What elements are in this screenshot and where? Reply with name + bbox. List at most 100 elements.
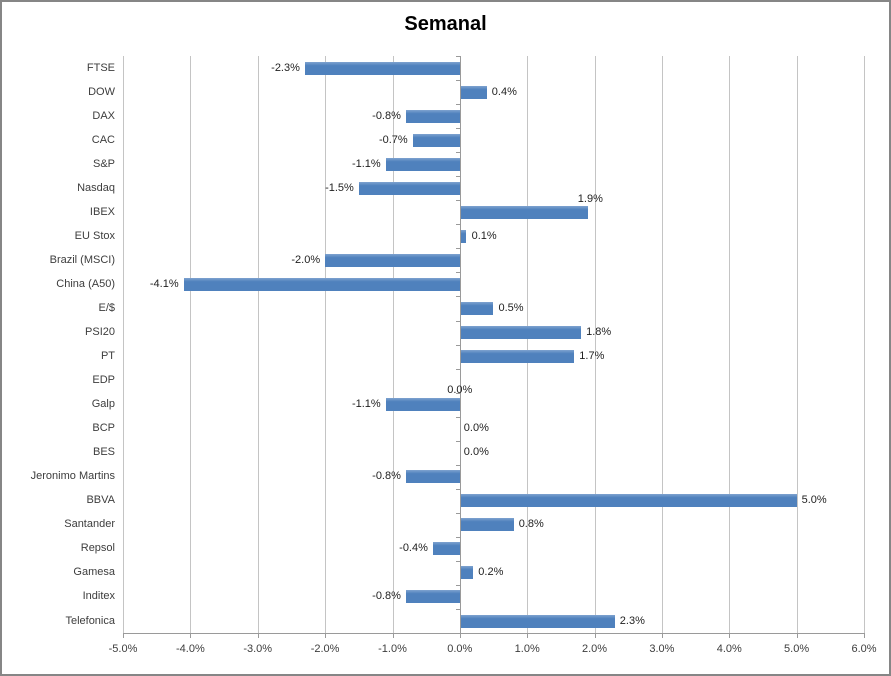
gridline (257, 56, 259, 633)
axis-tick (864, 633, 865, 638)
axis-tick (455, 128, 460, 130)
bar (405, 109, 460, 123)
axis-tick (455, 512, 460, 514)
value-label: -1.5% (325, 181, 354, 194)
axis-tick (455, 200, 460, 202)
bar (412, 133, 460, 147)
value-label: -2.3% (271, 61, 300, 74)
gridline (392, 56, 394, 633)
category-label: Inditex (82, 590, 115, 603)
axis-tick (325, 633, 327, 638)
value-label: 1.8% (586, 326, 612, 338)
category-axis-line (459, 56, 461, 633)
bar (460, 350, 575, 363)
axis-tick (594, 633, 596, 638)
x-axis-tick-label: 5.0% (784, 643, 810, 655)
value-label: -1.1% (351, 157, 381, 170)
axis-tick (455, 609, 460, 610)
axis-tick (455, 272, 460, 274)
value-label: 1.7% (579, 350, 605, 362)
axis-tick (455, 248, 460, 250)
value-label: -1.1% (351, 398, 381, 411)
axis-tick (455, 152, 460, 154)
category-label: EDP (92, 374, 115, 387)
axis-tick (455, 296, 460, 298)
x-axis-tick-label: 3.0% (649, 643, 675, 655)
x-axis-tick-label: -4.0% (176, 643, 205, 655)
x-axis-tick-label: 0.0% (447, 643, 473, 655)
axis-tick (190, 633, 192, 638)
value-label: 0.0% (463, 422, 489, 435)
axis-tick (455, 440, 460, 442)
x-axis-tick-label: -5.0% (108, 643, 138, 655)
category-label: FTSE (86, 61, 115, 74)
value-label: -2.0% (291, 253, 321, 266)
axis-tick (455, 344, 460, 346)
gridline (864, 56, 865, 633)
bar (325, 253, 460, 267)
category-label: Jeronimo Martins (30, 470, 115, 483)
bar (385, 398, 460, 412)
value-label: -0.4% (399, 542, 428, 555)
gridline (594, 56, 596, 633)
axis-tick (729, 633, 731, 638)
category-label: DAX (92, 109, 115, 122)
bar (460, 494, 797, 508)
value-label: 0.5% (498, 301, 524, 314)
axis-tick (455, 176, 460, 178)
x-axis-tick-label: 1.0% (514, 643, 540, 655)
axis-tick (455, 368, 460, 370)
category-label: BES (92, 446, 115, 459)
category-label: Santander (64, 518, 115, 531)
value-label: 0.1% (471, 229, 497, 242)
category-label: Brazil (MSCI) (49, 253, 115, 266)
value-label: 0.2% (478, 566, 504, 579)
x-axis-tick-label: -3.0% (243, 643, 273, 655)
category-label: EU Stox (74, 229, 115, 242)
bar (460, 85, 487, 99)
value-label: -0.8% (372, 109, 401, 122)
x-axis-tick-label: 4.0% (716, 643, 742, 655)
gridline (527, 56, 529, 633)
category-label: China (A50) (56, 277, 115, 290)
axis-tick (455, 224, 460, 226)
value-label: 0.8% (518, 518, 544, 531)
bar (405, 470, 460, 484)
axis-tick (455, 488, 460, 490)
value-label: 5.0% (801, 494, 827, 507)
bar (183, 277, 460, 291)
value-label: -4.1% (149, 277, 179, 290)
category-label: E/$ (98, 301, 115, 314)
gridline (123, 56, 124, 633)
bar (304, 61, 460, 75)
chart-title: Semanal (404, 13, 487, 35)
axis-tick (455, 416, 460, 418)
bar (460, 301, 494, 315)
category-label: CAC (91, 133, 115, 146)
axis-tick (527, 633, 529, 638)
axis-tick (455, 536, 460, 538)
axis-tick (455, 584, 460, 586)
axis-tick (796, 633, 798, 638)
value-label: 2.3% (619, 614, 645, 627)
category-label: Nasdaq (77, 181, 115, 194)
bar (460, 205, 588, 219)
value-label: -0.7% (378, 133, 408, 146)
x-axis-line (123, 633, 865, 634)
gridline (325, 56, 327, 633)
axis-tick (257, 633, 259, 638)
axis-tick (455, 560, 460, 562)
bar (358, 181, 460, 195)
axis-tick (661, 633, 663, 638)
category-label: BBVA (86, 494, 115, 507)
bar (432, 542, 460, 556)
x-axis-tick-label: 6.0% (851, 643, 877, 655)
axis-tick (392, 633, 394, 638)
x-axis-tick-label: 2.0% (581, 643, 608, 655)
category-label: DOW (88, 85, 115, 98)
axis-tick (123, 633, 124, 638)
bar (460, 518, 514, 532)
axis-tick (455, 104, 460, 106)
bar (385, 157, 460, 171)
